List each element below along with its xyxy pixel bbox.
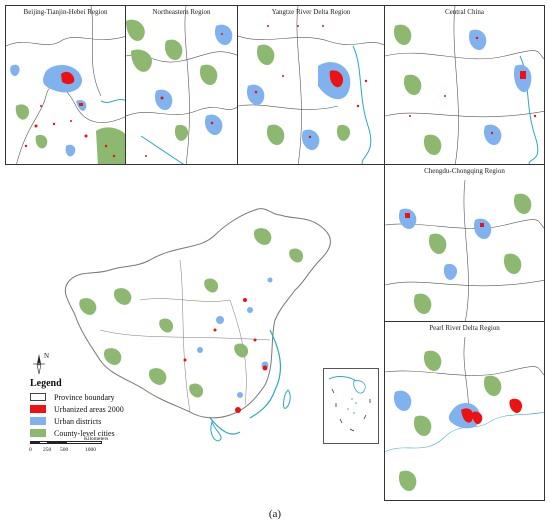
legend-label: Urbanized areas 2000 — [54, 404, 124, 414]
legend-swatch — [30, 393, 46, 401]
legend-item-county-cities: County-level cities — [30, 427, 220, 439]
scale-bar: 0 250 500 1000 Kilometers — [29, 436, 108, 461]
panel-title-pearl: Pearl River Delta Region — [429, 324, 500, 332]
panel-title-chengdu: Chengdu-Chongqing Region — [424, 167, 505, 175]
legend-swatch — [30, 405, 46, 413]
beijing-map — [6, 6, 125, 164]
legend-label: Urban districts — [54, 416, 102, 426]
legend-item-urbanized: Urbanized areas 2000 — [30, 403, 220, 415]
panel-title-beijing: Beijing-Tianjin-Hebei Region — [23, 8, 108, 16]
legend-label: Province boundary — [54, 392, 115, 402]
legend-swatch — [30, 429, 46, 437]
legend-title: Legend — [30, 378, 62, 389]
northeastern-map — [126, 6, 237, 164]
north-arrow-icon — [33, 354, 45, 375]
panel-pearl-river-delta: Pearl River Delta Region — [384, 321, 545, 501]
inset-map — [328, 376, 371, 432]
legend-item-urban-districts: Urban districts — [30, 415, 220, 427]
panel-title-central: Central China — [444, 8, 485, 16]
scale-label-1000: 1000 — [85, 447, 96, 453]
chengdu-map — [385, 179, 544, 321]
panel-beijing-tianjin-hebei: Beijing-Tianjin-Hebei Region — [5, 5, 126, 165]
legend: Legend Province boundary Urbanized areas… — [30, 378, 220, 439]
panel-title-yangtze: Yangtze River Delta Region — [271, 8, 351, 16]
panel-northeastern: Northeastern Region — [125, 5, 238, 165]
scale-label-500: 500 — [60, 447, 69, 453]
north-arrow: N — [31, 352, 50, 375]
north-label: N — [44, 352, 50, 360]
legend-swatch — [30, 417, 46, 425]
china-overview-map — [64, 208, 331, 442]
scale-label-250: 250 — [43, 447, 52, 453]
legend-label: County-level cities — [54, 428, 115, 438]
panel-chengdu-chongqing: Chengdu-Chongqing Region — [384, 164, 545, 322]
panel-title-northeastern: Northeastern Region — [152, 8, 211, 16]
pearl-map — [385, 336, 544, 500]
central-map — [385, 6, 544, 164]
figure-caption: (a) — [268, 508, 282, 520]
yangtze-map — [238, 6, 384, 164]
scale-label-0: 0 — [29, 447, 32, 453]
panel-central-china: Central China — [384, 5, 545, 165]
legend-item-province-boundary: Province boundary — [30, 391, 220, 403]
panel-yangtze-river-delta: Yangtze River Delta Region — [237, 5, 385, 165]
south-china-sea-inset — [323, 368, 379, 444]
scale-unit: Kilometers — [84, 436, 109, 442]
